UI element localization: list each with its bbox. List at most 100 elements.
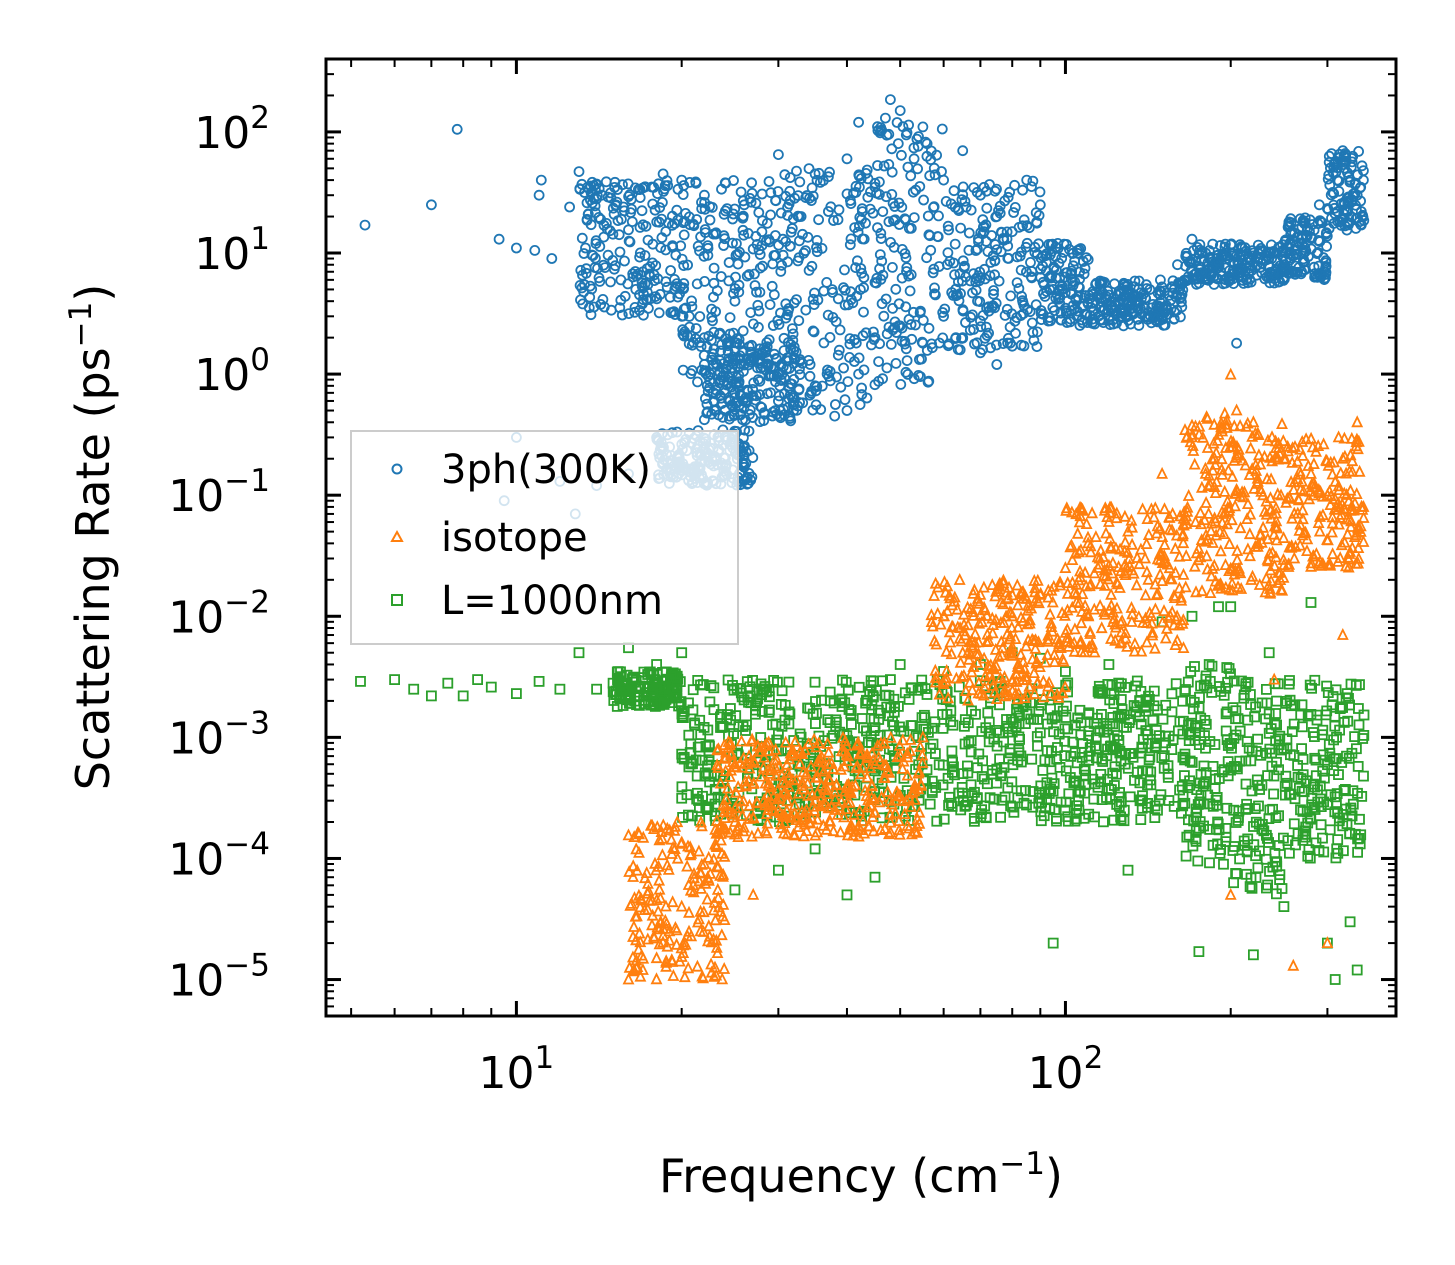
data-point bbox=[668, 823, 681, 836]
data-point bbox=[1093, 687, 1105, 699]
data-point bbox=[677, 364, 689, 376]
data-point bbox=[965, 779, 977, 791]
data-point bbox=[1071, 757, 1083, 769]
data-point bbox=[856, 382, 867, 394]
data-point bbox=[943, 625, 956, 638]
data-point bbox=[810, 696, 821, 707]
data-point bbox=[839, 697, 851, 709]
data-point bbox=[1114, 681, 1125, 693]
data-point bbox=[1297, 753, 1309, 765]
data-point bbox=[1245, 689, 1256, 700]
data-point bbox=[993, 275, 1005, 287]
data-point bbox=[1263, 647, 1275, 659]
data-point bbox=[671, 670, 683, 682]
data-point bbox=[1130, 680, 1142, 692]
data-point bbox=[721, 781, 734, 794]
data-point bbox=[762, 795, 775, 808]
data-point bbox=[1060, 679, 1072, 691]
data-point bbox=[782, 766, 794, 779]
data-point bbox=[782, 779, 795, 792]
data-point bbox=[1014, 587, 1027, 599]
data-point bbox=[966, 790, 978, 801]
data-point bbox=[634, 891, 647, 904]
data-point bbox=[703, 754, 715, 766]
data-point bbox=[1189, 734, 1201, 746]
data-point bbox=[1147, 714, 1159, 726]
data-point bbox=[1288, 750, 1300, 761]
data-point bbox=[919, 709, 930, 721]
data-point bbox=[851, 736, 864, 749]
data-point bbox=[1182, 676, 1194, 688]
data-point bbox=[884, 730, 897, 743]
data-point bbox=[986, 230, 998, 241]
data-point bbox=[1054, 762, 1066, 773]
data-point bbox=[755, 678, 767, 690]
data-point bbox=[859, 783, 872, 796]
data-point bbox=[1160, 699, 1172, 711]
data-point bbox=[960, 799, 972, 811]
data-point bbox=[1021, 617, 1034, 630]
data-point bbox=[660, 955, 673, 968]
data-point bbox=[1149, 800, 1161, 812]
data-point bbox=[1002, 591, 1015, 604]
data-point bbox=[667, 968, 680, 981]
data-point bbox=[1158, 762, 1170, 774]
data-point bbox=[872, 750, 885, 763]
data-point bbox=[656, 848, 669, 861]
data-point bbox=[631, 960, 644, 972]
data-point bbox=[708, 969, 721, 982]
data-point bbox=[1072, 712, 1084, 724]
data-point bbox=[853, 681, 865, 693]
data-point bbox=[1284, 847, 1295, 859]
data-point bbox=[834, 324, 846, 336]
data-point bbox=[692, 741, 704, 753]
data-point bbox=[855, 767, 867, 780]
data-point bbox=[769, 742, 782, 755]
data-point bbox=[1062, 811, 1074, 823]
data-point bbox=[718, 805, 731, 817]
data-point bbox=[1156, 574, 1169, 586]
data-point bbox=[1264, 866, 1275, 877]
data-point bbox=[1186, 610, 1198, 622]
data-point bbox=[792, 786, 805, 799]
data-point bbox=[956, 782, 968, 793]
data-point bbox=[1345, 802, 1357, 814]
data-point bbox=[773, 759, 786, 772]
data-point bbox=[890, 357, 902, 369]
data-point bbox=[949, 238, 961, 250]
data-point bbox=[719, 745, 732, 758]
data-point bbox=[730, 785, 742, 798]
data-point bbox=[811, 707, 822, 719]
data-point bbox=[1200, 495, 1213, 508]
data-point bbox=[1159, 631, 1172, 644]
data-point bbox=[730, 710, 742, 721]
data-point bbox=[1179, 797, 1191, 809]
data-point bbox=[1298, 786, 1310, 798]
data-point bbox=[712, 890, 725, 903]
data-point bbox=[885, 674, 896, 685]
data-point bbox=[1306, 682, 1317, 694]
data-point bbox=[783, 752, 796, 765]
data-point bbox=[671, 851, 684, 864]
data-point bbox=[638, 903, 651, 915]
data-point bbox=[786, 772, 799, 785]
data-point bbox=[773, 864, 784, 876]
data-point bbox=[821, 736, 834, 749]
data-point bbox=[1269, 848, 1281, 859]
data-point bbox=[767, 789, 780, 802]
data-point bbox=[1086, 506, 1099, 519]
data-point bbox=[881, 362, 893, 374]
data-point bbox=[1017, 184, 1028, 196]
data-point bbox=[839, 264, 850, 276]
data-point bbox=[996, 794, 1008, 806]
data-point bbox=[1346, 454, 1359, 467]
data-point bbox=[1312, 796, 1324, 808]
data-point bbox=[633, 845, 645, 858]
data-point bbox=[1234, 755, 1246, 767]
data-point bbox=[1338, 845, 1349, 857]
data-point bbox=[809, 770, 822, 783]
data-point bbox=[671, 688, 682, 700]
data-point bbox=[1198, 820, 1209, 832]
data-point bbox=[1228, 841, 1240, 852]
data-point bbox=[787, 827, 800, 840]
